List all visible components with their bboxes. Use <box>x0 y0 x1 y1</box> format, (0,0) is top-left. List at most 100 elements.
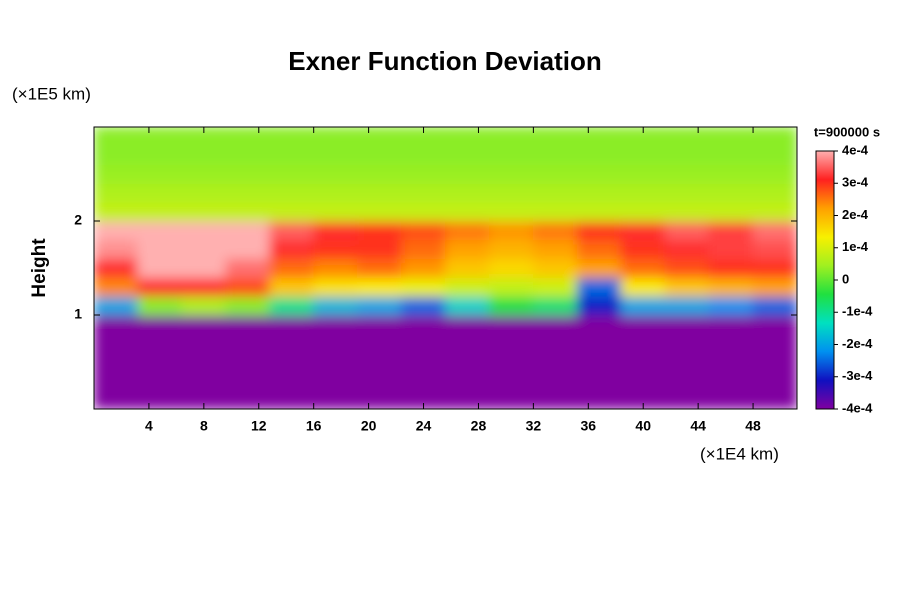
field-cell <box>445 352 490 372</box>
field-cell <box>752 127 797 147</box>
colorbar-tick-label: -3e-4 <box>842 368 873 383</box>
field-cell <box>137 127 183 147</box>
field-cell <box>181 370 227 391</box>
field-cell <box>445 182 490 203</box>
field-cell <box>313 258 359 278</box>
field-cell <box>488 333 534 354</box>
colorbar-tick-label: -2e-4 <box>842 336 873 351</box>
field-cell <box>313 220 359 241</box>
field-cell <box>752 314 797 335</box>
field-cell <box>708 333 754 354</box>
field-cell <box>137 164 183 184</box>
x-tick-label: 12 <box>251 418 267 434</box>
field-cell <box>620 389 666 409</box>
field-cell <box>708 239 754 260</box>
field-cell <box>401 295 446 316</box>
field-cell <box>752 201 797 222</box>
field-cell <box>94 127 139 147</box>
field-cell <box>620 201 666 222</box>
field-cell <box>313 201 359 222</box>
field-cell <box>225 314 271 335</box>
field-cell <box>488 370 534 391</box>
field-cell <box>576 182 622 203</box>
field-cell <box>445 127 490 147</box>
field-cell <box>445 389 490 409</box>
field-cell <box>752 145 797 166</box>
field-cell <box>576 127 622 147</box>
field-cell <box>532 239 578 260</box>
field-cell <box>708 220 754 241</box>
field-cell <box>401 127 446 147</box>
field-cell <box>445 220 490 241</box>
field-cell <box>401 145 446 166</box>
field-cell <box>752 352 797 372</box>
field-cell <box>576 314 622 335</box>
field-cell <box>445 258 490 278</box>
field-cell <box>620 220 666 241</box>
field-cell <box>401 276 446 297</box>
field-cell <box>752 164 797 184</box>
field-cell <box>181 182 227 203</box>
field-cell <box>488 258 534 278</box>
field-cell <box>445 295 490 316</box>
y-tick-label: 2 <box>74 212 82 228</box>
field-cell <box>137 333 183 354</box>
field-cell <box>94 276 139 297</box>
x-tick-label: 4 <box>145 418 153 434</box>
x-unit-label: (×1E4 km) <box>700 444 779 463</box>
field-cell <box>532 220 578 241</box>
field-cell <box>137 314 183 335</box>
field-cell <box>225 164 271 184</box>
field-cell <box>664 333 710 354</box>
field-cell <box>664 352 710 372</box>
field-cell <box>94 370 139 391</box>
field-cell <box>225 370 271 391</box>
field-cell <box>137 370 183 391</box>
field-cell <box>401 314 446 335</box>
field-cell <box>708 182 754 203</box>
field-cell <box>137 389 183 409</box>
field-cell <box>708 127 754 147</box>
field-cell <box>269 145 315 166</box>
field-cell <box>708 164 754 184</box>
field-cell <box>620 145 666 166</box>
field-cell <box>532 182 578 203</box>
field-cell <box>532 333 578 354</box>
field-cell <box>708 370 754 391</box>
field-cell <box>313 352 359 372</box>
field-cell <box>269 295 315 316</box>
chart-title: Exner Function Deviation <box>288 46 602 76</box>
field-cell <box>401 182 446 203</box>
field-cell <box>576 370 622 391</box>
colorbar-tick-label: 4e-4 <box>842 142 869 157</box>
colorbar-tick-label: -1e-4 <box>842 304 873 319</box>
field-cell <box>313 164 359 184</box>
colorbar-tick-label: 2e-4 <box>842 207 869 222</box>
x-tick-label: 16 <box>306 418 322 434</box>
field-cell <box>708 258 754 278</box>
field-cell <box>620 127 666 147</box>
field-cell <box>225 239 271 260</box>
field-cell <box>664 145 710 166</box>
field-cell <box>532 276 578 297</box>
field-cell <box>532 295 578 316</box>
field-cell <box>576 258 622 278</box>
field-cell <box>401 239 446 260</box>
y-unit-label: (×1E5 km) <box>12 84 91 103</box>
field-cell <box>752 333 797 354</box>
field-cell <box>181 239 227 260</box>
field-cell <box>664 389 710 409</box>
field-cell <box>313 333 359 354</box>
field-cell <box>94 333 139 354</box>
field-cell <box>401 389 446 409</box>
field-cell <box>357 314 403 335</box>
field-cell <box>445 145 490 166</box>
field-cell <box>532 389 578 409</box>
field-cell <box>576 201 622 222</box>
field-cell <box>620 314 666 335</box>
field-cell <box>532 127 578 147</box>
field-cell <box>357 370 403 391</box>
field-cells <box>94 127 797 409</box>
field-cell <box>752 182 797 203</box>
